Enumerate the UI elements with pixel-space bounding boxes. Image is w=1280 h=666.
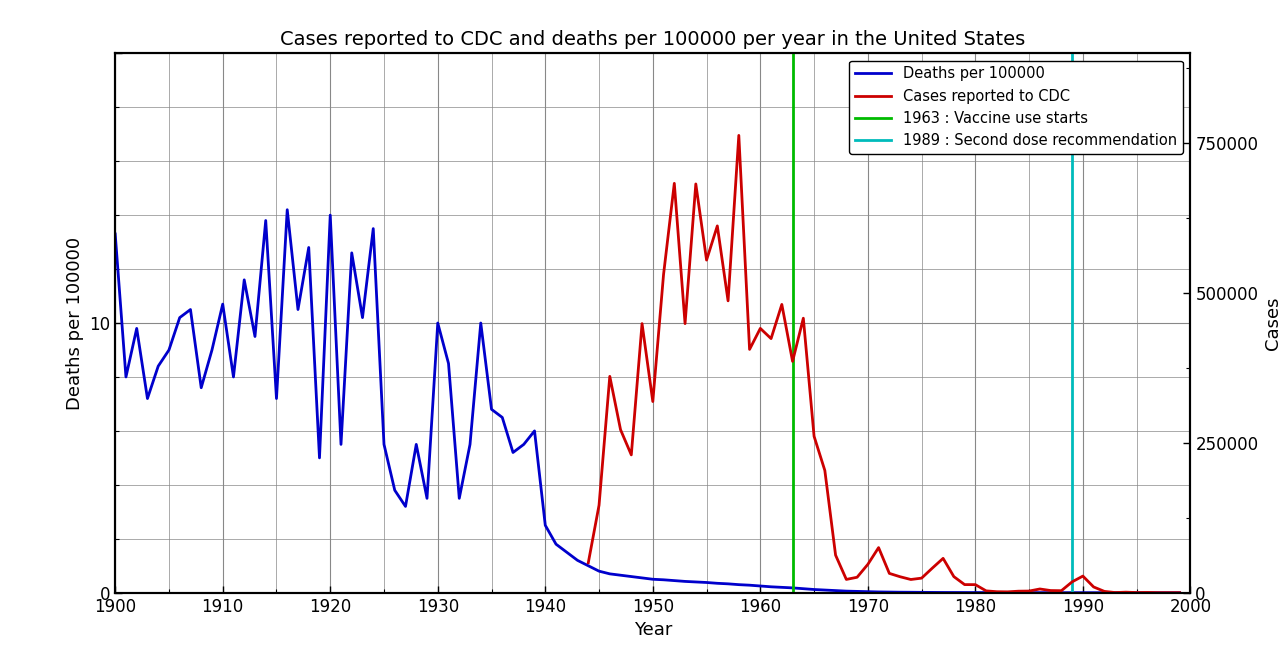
Line: Cases reported to CDC: Cases reported to CDC — [589, 135, 1180, 593]
Y-axis label: Cases: Cases — [1263, 296, 1280, 350]
Cases reported to CDC — [1172, 589, 1188, 597]
Cases reported to CDC — [731, 131, 746, 139]
Deaths per 100000 — [1129, 589, 1144, 597]
Line: Deaths per 100000: Deaths per 100000 — [115, 210, 1180, 593]
Deaths per 100000 — [1172, 589, 1188, 597]
Deaths per 100000 — [323, 211, 338, 219]
X-axis label: Year: Year — [634, 621, 672, 639]
Deaths per 100000 — [667, 577, 682, 585]
Cases reported to CDC — [957, 581, 973, 589]
Cases reported to CDC — [581, 559, 596, 567]
Title: Cases reported to CDC and deaths per 100000 per year in the United States: Cases reported to CDC and deaths per 100… — [280, 30, 1025, 49]
Deaths per 100000 — [108, 230, 123, 238]
Deaths per 100000 — [1097, 589, 1112, 597]
Deaths per 100000 — [753, 582, 768, 590]
Deaths per 100000 — [366, 224, 381, 232]
1963 : Vaccine use starts: (1.96e+03, 1): Vaccine use starts: (1.96e+03, 1) — [785, 562, 800, 570]
Cases reported to CDC — [806, 432, 822, 440]
Cases reported to CDC — [924, 564, 940, 572]
Cases reported to CDC — [978, 587, 993, 595]
Cases reported to CDC — [591, 501, 607, 509]
Y-axis label: Deaths per 100000: Deaths per 100000 — [65, 236, 83, 410]
Deaths per 100000 — [1139, 589, 1155, 597]
1989 : Second dose recommendation: (1.99e+03, 1): Second dose recommendation: (1.99e+03, 1… — [1065, 562, 1080, 570]
Deaths per 100000 — [279, 206, 294, 214]
Cases reported to CDC — [1161, 589, 1176, 597]
1989 : Second dose recommendation: (1.99e+03, 0): Second dose recommendation: (1.99e+03, 0… — [1065, 589, 1080, 597]
1963 : Vaccine use starts: (1.96e+03, 0): Vaccine use starts: (1.96e+03, 0) — [785, 589, 800, 597]
Legend: Deaths per 100000, Cases reported to CDC, 1963 : Vaccine use starts, 1989 : Seco: Deaths per 100000, Cases reported to CDC… — [849, 61, 1183, 154]
Cases reported to CDC — [1043, 587, 1059, 595]
